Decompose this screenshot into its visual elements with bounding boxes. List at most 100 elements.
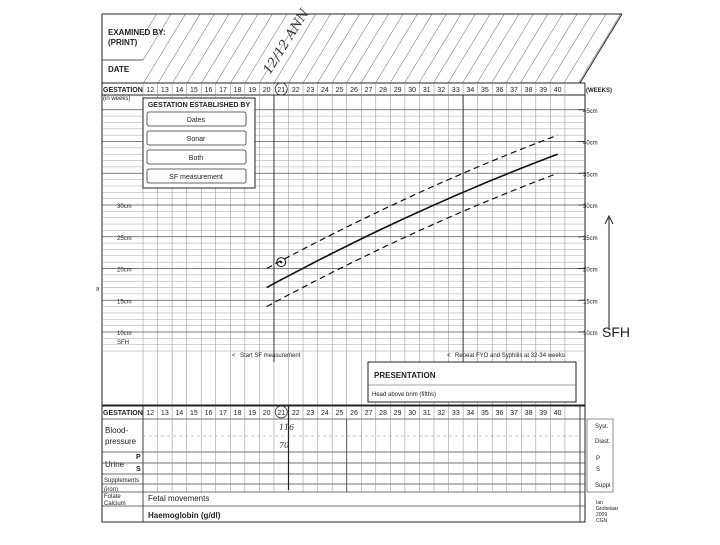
left-scale-label: 20cm xyxy=(117,268,132,274)
hatch-line xyxy=(563,14,607,83)
week-circle xyxy=(274,82,288,96)
week-tick-label: 14 xyxy=(175,87,183,94)
presentation-sub: Head above brim (fifths) xyxy=(372,392,436,398)
hatch-line xyxy=(157,14,201,83)
hatch-line xyxy=(375,14,418,83)
hatch-line xyxy=(462,14,505,83)
hatch-line xyxy=(302,14,346,83)
hatch-line xyxy=(418,14,462,83)
right-scale-label: 25cm xyxy=(583,236,598,242)
side-mark: a xyxy=(96,287,100,293)
gestation-label: GESTATION xyxy=(103,87,143,94)
right-syst-label: Syst. xyxy=(595,424,609,430)
bottom-week-label: 40 xyxy=(554,410,562,417)
measurement-point xyxy=(276,257,287,268)
presentation-title: PRESENTATION xyxy=(374,371,436,380)
hatch-line xyxy=(505,14,549,83)
bottom-week-label: 27 xyxy=(365,410,373,417)
bottom-week-label: 14 xyxy=(175,410,183,417)
bottom-week-label: 13 xyxy=(161,410,169,417)
week-tick-label: 13 xyxy=(161,87,169,94)
hatch-line xyxy=(186,14,230,83)
hatch-line xyxy=(637,14,679,83)
hatch-line xyxy=(360,14,404,83)
established-option-box xyxy=(146,130,247,146)
hatch-line xyxy=(317,14,360,83)
blood-pressure-label-1: Blood- xyxy=(105,426,128,435)
week-tick-label: 33 xyxy=(452,87,460,94)
header-hatch-lines xyxy=(143,14,693,83)
bottom-week-label: 21 xyxy=(277,410,285,417)
bottom-week-label: 31 xyxy=(423,410,431,417)
bottom-week-label: 32 xyxy=(437,410,445,417)
start-marker-label: Start SF measurement xyxy=(240,353,301,359)
hatch-line xyxy=(476,14,520,83)
hatch-line xyxy=(621,14,622,83)
hatch-line xyxy=(447,14,491,83)
week-tick-label: 32 xyxy=(437,87,445,94)
print-label: (PRINT) xyxy=(108,38,138,47)
right-scale-label: 10cm xyxy=(583,331,598,337)
left-scale-label: 25cm xyxy=(117,236,132,242)
right-diast-label: Diast. xyxy=(595,439,611,445)
week-tick-label: 31 xyxy=(423,87,431,94)
fetal-movements-label: Fetal movements xyxy=(148,494,209,503)
hatch-line xyxy=(389,14,433,83)
week-tick-label: 34 xyxy=(466,87,474,94)
week-tick-label: 20 xyxy=(263,87,271,94)
hatch-line xyxy=(578,14,621,83)
bottom-week-label: 20 xyxy=(263,410,271,417)
bottom-week-label: 25 xyxy=(336,410,344,417)
left-sfh-label: SFH xyxy=(117,340,129,346)
measurement-dot xyxy=(280,260,283,264)
right-legend-box xyxy=(586,418,614,493)
established-option-label: SF measurement xyxy=(169,174,223,181)
sfh-up-arrow xyxy=(604,214,614,330)
bottom-week-label: 22 xyxy=(292,410,300,417)
established-option-box xyxy=(146,149,247,165)
week-tick-label: 35 xyxy=(481,87,489,94)
bottom-week-label: 35 xyxy=(481,410,489,417)
handwritten-signature: 12/12 ANN xyxy=(261,6,313,77)
sfh-curves xyxy=(266,134,558,308)
weeks-label: (WEEKS) xyxy=(586,88,612,94)
repeat-marker-arrow: < xyxy=(447,353,451,359)
hatch-line xyxy=(259,14,302,83)
bottom-week-label: 30 xyxy=(408,410,416,417)
bottom-week-label: 26 xyxy=(350,410,358,417)
gestation-sub-label: (in weeks) xyxy=(103,96,130,102)
hatch-line xyxy=(433,14,476,83)
supplement-line: Calcium xyxy=(104,501,126,507)
week-tick-label: 17 xyxy=(219,87,227,94)
week-tick-label: 22 xyxy=(292,87,300,94)
established-option-label: Both xyxy=(189,155,204,162)
bottom-week-label: 17 xyxy=(219,410,227,417)
established-option-label: Sonar xyxy=(187,136,206,143)
repeat-marker-label: Repeat FYO and Syphilis at 32-34 weeks xyxy=(455,353,565,359)
bottom-week-label: 33 xyxy=(452,410,460,417)
week-tick-label: 28 xyxy=(379,87,387,94)
right-scale-label: 35cm xyxy=(583,172,598,178)
hatch-line xyxy=(651,14,693,83)
bottom-table: GESTATION 12 13 14 15 16 17 18 19 20 21 22 23 24 25 26 2… xyxy=(101,405,619,524)
bottom-week-label: 36 xyxy=(496,410,504,417)
week-tick-label: 21 xyxy=(277,87,285,94)
start-marker-arrow: < xyxy=(232,353,236,359)
bottom-week-label: 29 xyxy=(394,410,402,417)
bottom-week-label: 39 xyxy=(539,410,547,417)
week-tick-label: 36 xyxy=(496,87,504,94)
repeat-marker: < Repeat FYO and Syphilis at 32-34 weeks xyxy=(447,353,565,359)
chart-labels: GESTATION (in weeks) (WEEKS) 12 13 14 15 16 17 18… xyxy=(96,82,630,346)
bottom-week-label: 28 xyxy=(379,410,387,417)
urine-label: Urine xyxy=(105,460,125,469)
bottom-week-label: 18 xyxy=(234,410,242,417)
right-footer-line: Grobelaar xyxy=(596,506,619,512)
right-footer-line: Ian xyxy=(596,500,603,506)
hatch-line xyxy=(143,14,172,83)
week-tick-label: 29 xyxy=(394,87,402,94)
week-tick-label: 15 xyxy=(190,87,198,94)
left-scale-label: 10cm xyxy=(117,331,132,337)
week-tick-label: 39 xyxy=(539,87,547,94)
hatch-line xyxy=(143,14,157,83)
